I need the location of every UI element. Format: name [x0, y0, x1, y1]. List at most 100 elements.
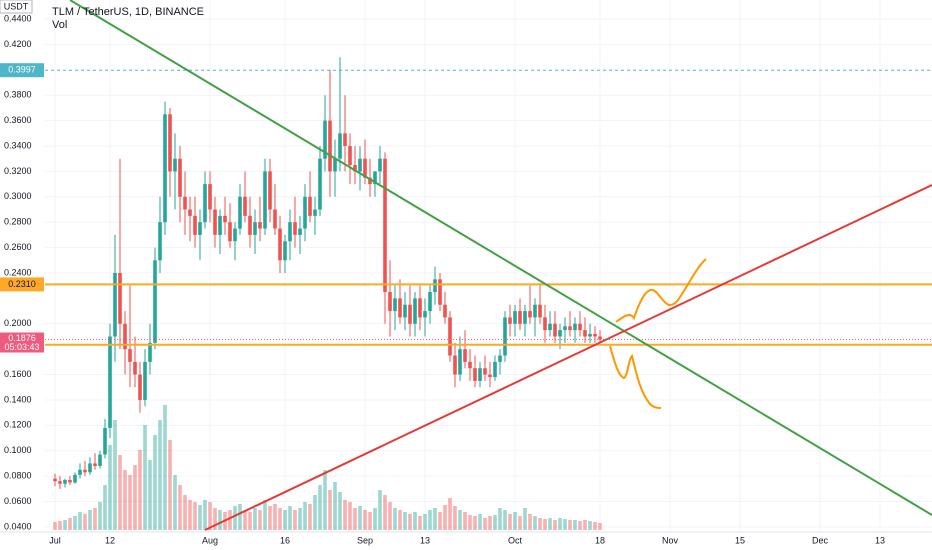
volume-bar	[243, 510, 247, 530]
volume-bar	[428, 510, 432, 530]
volume-bar	[163, 405, 167, 530]
candle-body	[123, 323, 127, 350]
volume-bar	[233, 506, 237, 530]
candle-body	[113, 272, 117, 337]
volume-bar	[273, 504, 277, 530]
volume-bar	[218, 510, 222, 530]
x-tick-label: Nov	[662, 535, 679, 545]
volume-bar	[383, 495, 387, 530]
y-tick-label: 0.2400	[4, 267, 32, 277]
candle-body	[383, 158, 387, 293]
candle-body	[553, 323, 557, 337]
volume-bar	[78, 512, 82, 530]
volume-bar	[478, 514, 482, 530]
y-tick-label: 0.3200	[4, 166, 32, 176]
candle-body	[218, 215, 222, 235]
volume-bar	[68, 518, 72, 530]
candle-body	[83, 469, 87, 473]
volume-bar	[483, 518, 487, 530]
candle-body	[138, 374, 142, 400]
volume-bar	[148, 460, 152, 530]
candle-body	[243, 196, 247, 216]
y-tick-label: 0.2600	[4, 242, 32, 252]
candle-body	[423, 311, 427, 318]
candle-body	[348, 146, 352, 166]
candle-body	[398, 298, 402, 318]
level-label: 0.2310	[8, 279, 36, 289]
candle-body	[373, 171, 377, 185]
candle-body	[533, 304, 537, 318]
volume-bar	[93, 508, 97, 530]
volume-bar	[278, 508, 282, 530]
x-tick-label: Jul	[49, 535, 61, 545]
volume-bar	[263, 500, 267, 530]
volume-bar	[408, 514, 412, 530]
volume-bar	[418, 516, 422, 530]
volume-bar	[528, 514, 532, 530]
candle-body	[68, 479, 72, 483]
x-tick-label: 12	[105, 535, 115, 545]
volume-bar	[423, 514, 427, 530]
volume-bar	[128, 475, 132, 530]
candle-body	[53, 478, 57, 482]
volume-bar	[228, 510, 232, 530]
trendline	[204, 184, 932, 531]
x-tick-label: Aug	[202, 535, 218, 545]
last-price-label: 0.1876	[8, 333, 36, 343]
volume-bar	[578, 521, 582, 530]
candle-body	[478, 368, 482, 381]
candle-body	[393, 298, 397, 312]
y-tick-label: 0.0400	[4, 521, 32, 531]
y-tick-label: 0.1000	[4, 445, 32, 455]
x-tick-label: 13	[875, 535, 885, 545]
candle-body	[108, 336, 112, 428]
candle-body	[198, 222, 202, 235]
volume-bar	[378, 490, 382, 530]
volume-bar	[363, 510, 367, 530]
x-tick-label: Sep	[357, 535, 373, 545]
volume-bar	[203, 500, 207, 530]
level-label: 0.3997	[8, 65, 36, 75]
candle-body	[543, 317, 547, 331]
y-tick-label: 0.4200	[4, 39, 32, 49]
candle-body	[248, 215, 252, 235]
volume-bar	[73, 516, 77, 530]
candle-body	[573, 323, 577, 331]
volume-bar	[308, 504, 312, 530]
candle-body	[238, 196, 242, 229]
volume-bar	[298, 508, 302, 530]
candle-body	[163, 114, 167, 223]
candle-body	[538, 304, 542, 318]
candle-body	[418, 298, 422, 318]
volume-bar	[488, 516, 492, 530]
volume-bar	[303, 502, 307, 530]
volume-bar	[173, 475, 177, 530]
volume-bar	[558, 518, 562, 530]
candle-body	[303, 196, 307, 229]
candle-body	[433, 279, 437, 293]
volume-bar	[458, 510, 462, 530]
y-tick-label: 0.2000	[4, 318, 32, 328]
volume-bar	[238, 504, 242, 530]
candle-body	[103, 427, 107, 455]
volume-bar	[343, 500, 347, 530]
volume-bar	[348, 502, 352, 530]
candle-body	[528, 311, 532, 318]
volume-bar	[338, 492, 342, 530]
volume-bar	[323, 470, 327, 530]
candle-body	[88, 463, 92, 473]
volume-bar	[153, 435, 157, 530]
candle-body	[518, 311, 522, 324]
volume-bar	[293, 510, 297, 530]
y-tick-label: 0.2800	[4, 217, 32, 227]
volume-bar	[518, 516, 522, 530]
candle-body	[93, 463, 97, 466]
volume-bar	[473, 516, 477, 530]
candle-body	[428, 292, 432, 312]
candle-body	[588, 333, 592, 337]
volume-bar	[248, 512, 252, 530]
volume-bar	[368, 512, 372, 530]
volume-bar	[393, 508, 397, 530]
candle-body	[168, 114, 172, 172]
